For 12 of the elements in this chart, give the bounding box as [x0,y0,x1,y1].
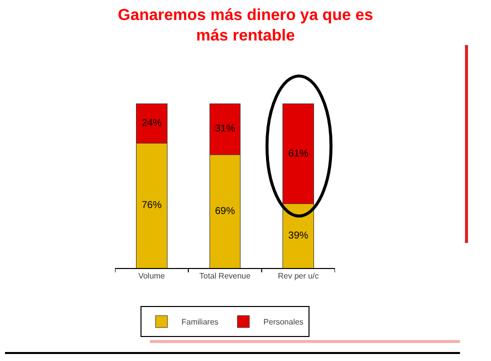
x-tick-label: Total Revenue [199,272,252,281]
x-tick-label: Volume [138,272,166,281]
data-label: 76% [142,200,162,212]
data-label: 69% [214,206,236,217]
x-tick-label: Rev per u/c [278,272,319,281]
data-label: 31% [214,124,236,135]
data-label: 61% [288,148,308,160]
chart-title: Ganaremos más dinero ya que es más rentable [118,6,374,45]
data-label: 24% [142,118,162,129]
legend-label: Personales [263,318,304,327]
legend-label: Familiares [182,318,218,327]
data-label: 39% [288,230,308,242]
